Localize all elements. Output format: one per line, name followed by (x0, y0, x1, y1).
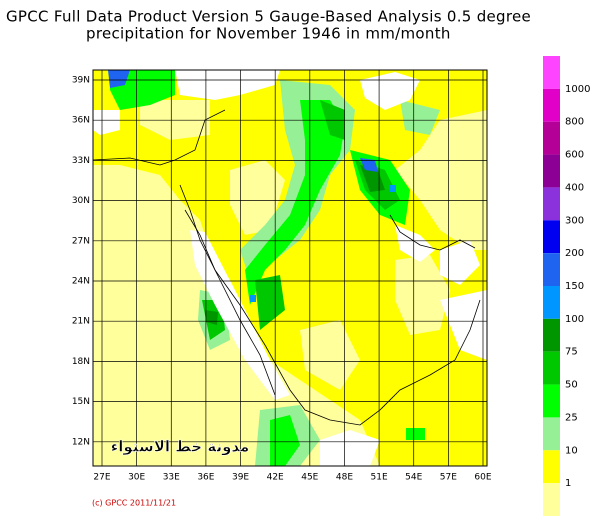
legend-swatch (543, 351, 560, 385)
legend-swatch (543, 450, 560, 484)
lat-label: 36N (72, 116, 90, 126)
lat-label: 21N (72, 317, 90, 327)
lat-label: 12N (72, 437, 90, 447)
lon-label: 54E (405, 473, 422, 483)
lon-label: 60E (474, 473, 491, 483)
legend-label: 1 (565, 478, 571, 489)
lon-label: 27E (93, 473, 110, 483)
title-line: precipitation for November 1946 in mm/mo… (86, 25, 451, 43)
lat-label: 27N (72, 236, 90, 246)
legend-swatch (543, 253, 560, 286)
legend-label: 75 (565, 347, 578, 358)
watermark: مدونة خط الاستواء (111, 438, 250, 456)
legend-swatch (543, 121, 560, 155)
title-line: GPCC Full Data Product Version 5 Gauge-B… (6, 8, 531, 26)
legend-label: 1000 (565, 84, 590, 95)
lon-label: 51E (371, 473, 388, 483)
legend-label: 50 (565, 380, 578, 391)
legend-label: 25 (565, 412, 578, 423)
legend-label: 150 (565, 281, 584, 292)
legend-swatch (543, 220, 560, 254)
lat-label: 18N (72, 357, 90, 367)
lat-label: 15N (72, 397, 90, 407)
lon-label: 30E (128, 473, 145, 483)
map-frame (92, 69, 488, 467)
lon-label: 42E (267, 473, 284, 483)
lon-label: 45E (301, 473, 318, 483)
lon-label: 48E (336, 473, 353, 483)
legend-label: 600 (565, 150, 584, 161)
legend-label: 10 (565, 445, 578, 456)
precip-field (93, 70, 487, 466)
legend-swatch (543, 384, 560, 418)
legend-swatch (543, 187, 560, 221)
legend-swatch (543, 417, 560, 451)
lat-label: 30N (72, 196, 90, 206)
lon-label: 33E (163, 473, 180, 483)
legend-label: 400 (565, 182, 584, 193)
lon-label: 36E (197, 473, 214, 483)
lon-label: 39E (232, 473, 249, 483)
legend-label: 200 (565, 248, 584, 259)
legend-label: 100 (565, 314, 584, 325)
legend-swatch (543, 56, 560, 89)
graticule: 39N 36N 33N 30N 27N 24N 21N 18N 15N 12N 27E 30E 33E 3… (72, 70, 492, 483)
legend-swatch (543, 154, 560, 188)
legend-swatch (543, 88, 560, 122)
lon-label: 57E (440, 473, 457, 483)
copyright: (c) GPCC 2011/11/21 (92, 499, 176, 508)
legend-label: 800 (565, 117, 584, 128)
lat-label: 33N (72, 156, 90, 166)
lat-label: 39N (72, 76, 90, 86)
legend-label: 300 (565, 215, 584, 226)
color-legend: 1000 800 600 400 300 200 150 100 75 50 25 10 1 (543, 56, 590, 516)
legend-swatch (543, 318, 560, 352)
legend-swatch (543, 286, 560, 319)
legend-swatch (543, 483, 560, 516)
lat-label: 24N (72, 277, 90, 287)
